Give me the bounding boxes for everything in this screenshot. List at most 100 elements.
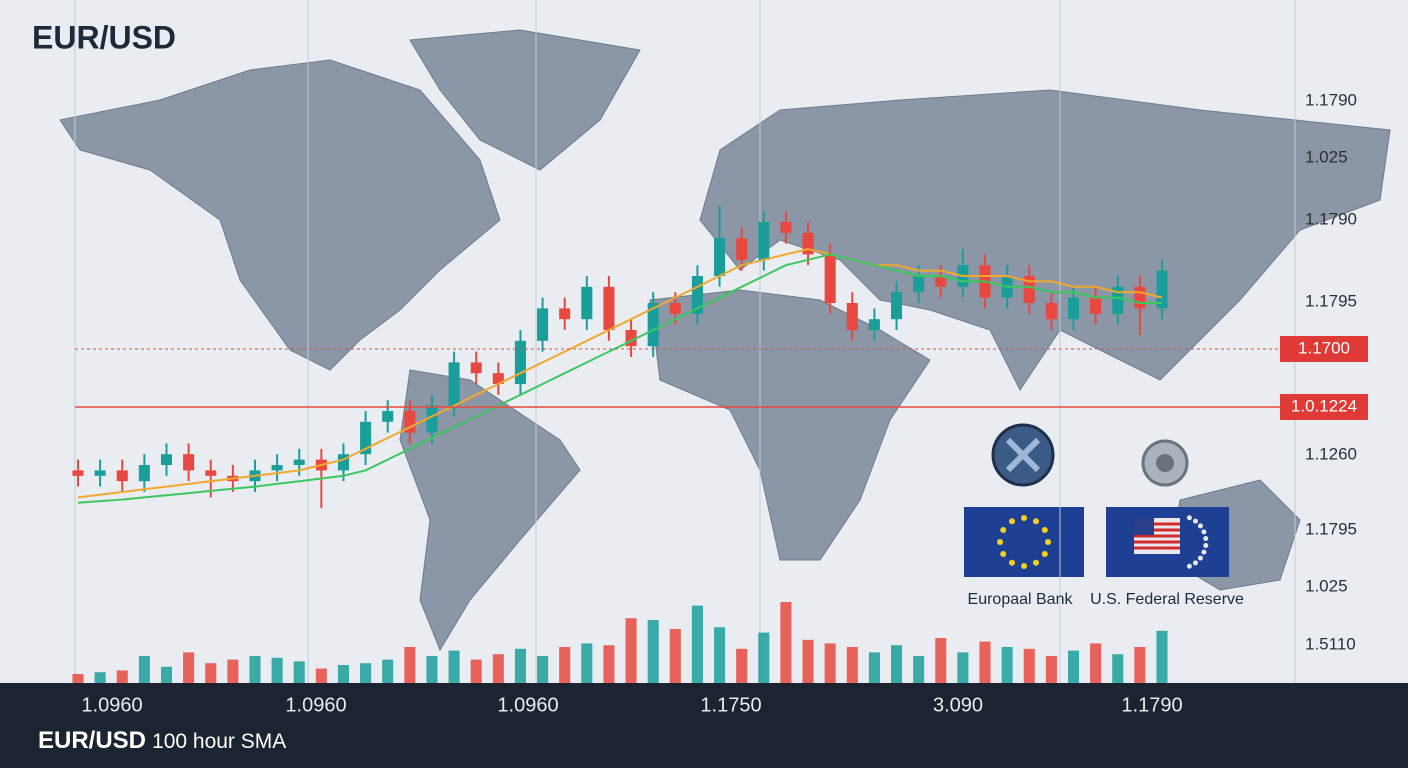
candle-body: [72, 470, 84, 476]
x-axis-label: 1.0960: [285, 694, 346, 716]
candle-body: [824, 254, 836, 303]
y-axis-label: 1.1260: [1305, 444, 1357, 463]
flag-star: [1041, 551, 1048, 557]
candle-body: [846, 303, 858, 330]
volume-bar: [382, 659, 394, 683]
sma-line: [77, 253, 1162, 504]
footer-title-main: EUR/USD: [38, 727, 146, 754]
candle-body: [669, 303, 681, 314]
flag-star: [997, 539, 1003, 545]
flag-star: [1192, 518, 1198, 524]
volume-bar: [205, 663, 217, 683]
footer-bar: [0, 683, 1408, 768]
candle-body: [913, 276, 925, 293]
volume-bar: [470, 659, 482, 683]
volume-bar: [360, 663, 372, 683]
flag-star: [1186, 563, 1192, 569]
y-axis-label: 1.1790: [1305, 209, 1357, 228]
volume-bar: [1112, 654, 1124, 683]
candle-body: [138, 465, 150, 482]
volume-bar: [514, 648, 526, 683]
flag-star: [1201, 529, 1207, 535]
volume-bar: [138, 656, 150, 683]
y-axis-label: 1.1795: [1305, 291, 1357, 310]
candle-body: [581, 286, 593, 320]
candle-body: [1067, 297, 1080, 320]
chart-title: EUR/USD: [32, 19, 176, 55]
volume-bar: [1067, 650, 1080, 683]
x-axis-label: 1.1750: [700, 694, 761, 716]
x-axis-label: 1.1790: [1121, 694, 1182, 716]
flag-star: [1201, 549, 1207, 555]
footer-title: EUR/USD 100 hour SMA: [38, 727, 286, 754]
institution-label: Europaal Bank: [968, 591, 1074, 608]
candle-body: [470, 362, 482, 374]
volume-bar: [559, 647, 571, 683]
candle-body: [1023, 276, 1035, 303]
candle-body: [736, 238, 748, 260]
volume-bar: [979, 641, 991, 683]
volume-bar: [691, 605, 703, 683]
volume-bar: [116, 670, 128, 683]
flag-star: [1021, 563, 1027, 569]
candle-body: [1156, 270, 1168, 309]
volume-bar: [249, 656, 261, 683]
candle-body: [758, 222, 770, 260]
volume-bar: [802, 639, 814, 683]
y-axis-label: 1.5110: [1305, 634, 1356, 653]
sma-line: [77, 247, 1163, 499]
candle-body: [293, 459, 305, 465]
candle-body: [1045, 303, 1057, 320]
volume-bar: [537, 656, 549, 683]
volume-bar: [891, 645, 903, 683]
y-axis-label: 1.025: [1305, 147, 1348, 166]
x-axis-label: 1.0960: [81, 694, 142, 716]
volume-bar: [94, 672, 106, 683]
flag-star: [1197, 523, 1203, 529]
volume-bar: [758, 632, 770, 683]
volume-bar: [603, 645, 615, 683]
volume-bar: [647, 620, 659, 683]
institution-label: U.S. Federal Reserve: [1090, 591, 1244, 608]
volume-bar: [913, 656, 925, 683]
candle-body: [691, 276, 703, 314]
volume-bar: [1045, 656, 1057, 683]
candle-body: [160, 454, 173, 465]
candle-body: [514, 340, 526, 384]
volume-bar: [404, 647, 416, 683]
flag-star: [1033, 559, 1039, 566]
candle-body: [780, 222, 792, 233]
flag-star: [1041, 527, 1048, 533]
flag-star: [1203, 542, 1209, 548]
volume-bar: [227, 659, 239, 683]
candle-body: [116, 470, 128, 482]
volume-bar: [315, 668, 327, 683]
volume-bar: [183, 652, 195, 683]
candle-body: [603, 286, 615, 330]
volume-bar: [736, 648, 748, 683]
candle-body: [625, 330, 637, 347]
volume-bar: [625, 618, 637, 683]
y-axis-label: 1.025: [1305, 576, 1348, 595]
institution-icons: [964, 423, 1229, 577]
volume-bar: [448, 650, 460, 683]
candle-body: [1090, 297, 1102, 314]
candle-body: [868, 319, 880, 330]
flag-star: [1203, 536, 1209, 542]
volume-bar: [714, 627, 726, 683]
candle-body: [559, 308, 571, 320]
candle-body: [448, 362, 460, 406]
volume-bar: [669, 629, 681, 683]
candle-body: [537, 308, 549, 341]
volume-bar: [337, 665, 349, 683]
x-axis-label: 3.090: [933, 694, 983, 716]
volume-bar: [293, 661, 305, 683]
flag-star: [1186, 515, 1192, 521]
volume-bar: [426, 656, 438, 683]
flag-star: [1009, 518, 1015, 525]
candle-body: [360, 421, 372, 455]
level-label: 1.0.1224: [1291, 396, 1357, 415]
candle-body: [94, 470, 106, 476]
candle-body: [426, 405, 438, 433]
